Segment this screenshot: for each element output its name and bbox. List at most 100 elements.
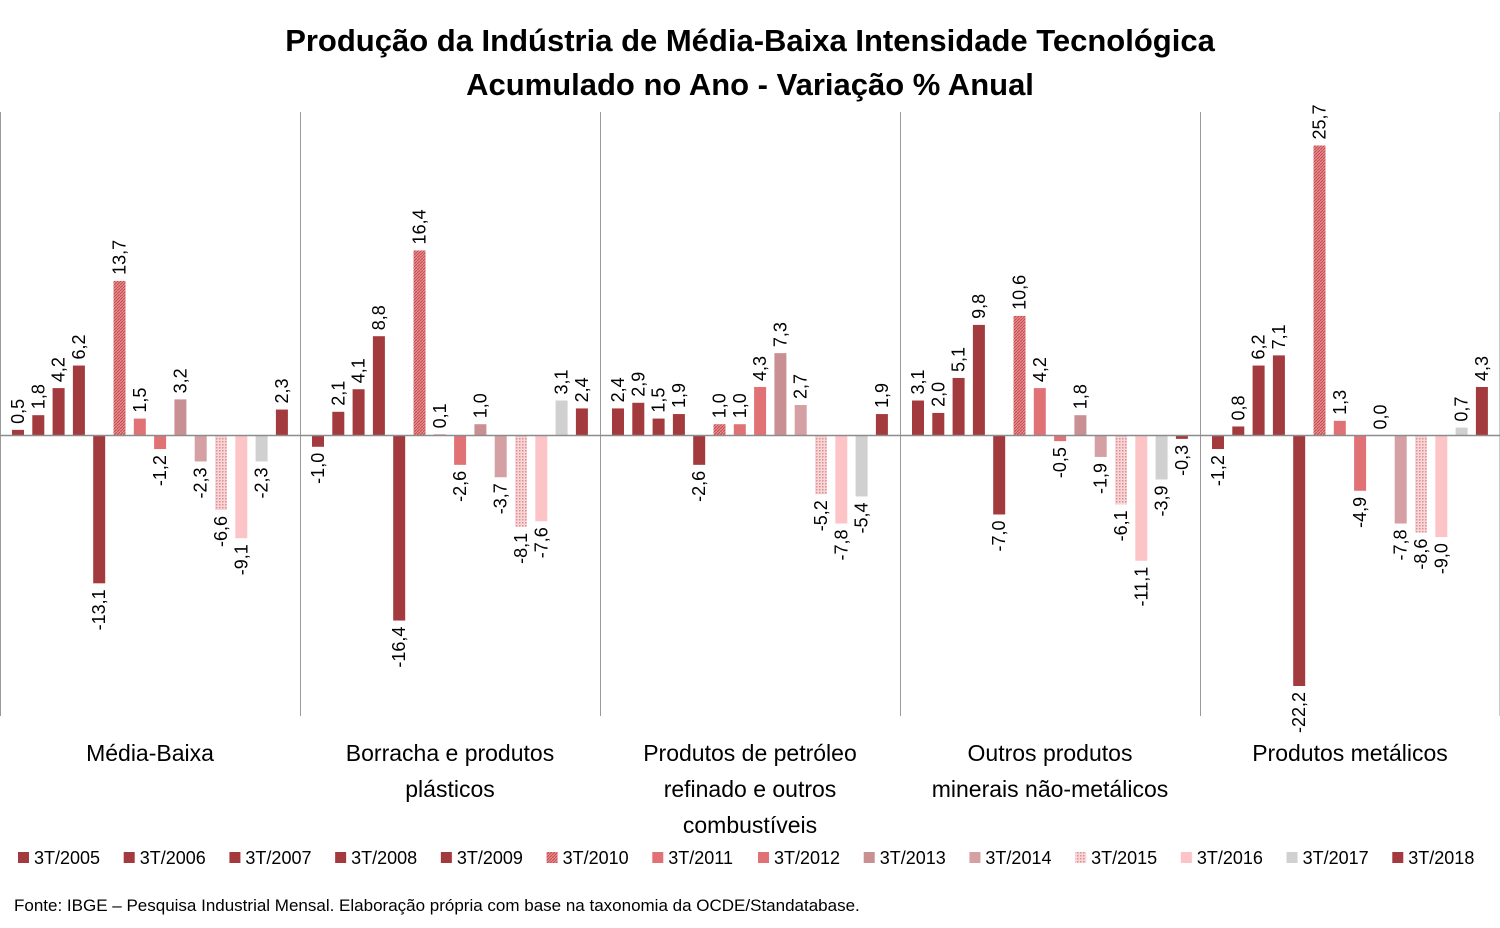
- data-label-3t-2013-produtos-met-licos: 0,0: [1370, 404, 1390, 429]
- bar-3t-2013-borracha-e-produtos-pl-sticos: [474, 424, 487, 436]
- data-label-3t-2007-m-dia-baixa: 4,2: [49, 357, 69, 382]
- bar-3t-2005-borracha-e-produtos-pl-sticos: [312, 435, 324, 447]
- bar-3t-2005-m-dia-baixa: [12, 429, 24, 436]
- bar-3t-2008-produtos-de-petr-leo-refinado-e-outros-combust-veis: [672, 414, 685, 436]
- bar-3t-2015-borracha-e-produtos-pl-sticos: [515, 435, 527, 527]
- bar-3t-2009-produtos-met-licos: [1293, 435, 1306, 686]
- data-label-3t-2007-produtos-de-petr-leo-refinado-e-outros-combust-veis: 1,5: [649, 388, 669, 413]
- data-label-3t-2015-borracha-e-produtos-pl-sticos: -8,1: [511, 533, 531, 564]
- data-label-3t-2015-produtos-de-petr-leo-refinado-e-outros-combust-veis: -5,2: [811, 500, 831, 531]
- bar-3t-2018-produtos-met-licos: [1475, 386, 1488, 436]
- data-label-3t-2010-borracha-e-produtos-pl-sticos: 16,4: [410, 209, 430, 244]
- data-label-3t-2010-produtos-de-petr-leo-refinado-e-outros-combust-veis: 1,0: [710, 393, 730, 418]
- legend-swatch-3t-2007: [229, 852, 241, 863]
- data-label-3t-2012-borracha-e-produtos-pl-sticos: -2,6: [450, 471, 470, 502]
- data-label-3t-2006-produtos-de-petr-leo-refinado-e-outros-combust-veis: 2,9: [628, 372, 648, 397]
- data-label-3t-2005-produtos-de-petr-leo-refinado-e-outros-combust-veis: 2,4: [608, 377, 628, 402]
- data-label-3t-2017-outros-produtos-minerais-n-o-met-licos: -3,9: [1152, 486, 1172, 517]
- bar-3t-2015-produtos-de-petr-leo-refinado-e-outros-combust-veis: [815, 435, 827, 495]
- bar-3t-2017-outros-produtos-minerais-n-o-met-licos: [1155, 435, 1168, 480]
- bar-3t-2006-outros-produtos-minerais-n-o-met-licos: [932, 412, 945, 436]
- data-label-3t-2010-m-dia-baixa: 13,7: [110, 240, 130, 275]
- bar-3t-2010-borracha-e-produtos-pl-sticos: [413, 250, 426, 436]
- bar-3t-2010-produtos-de-petr-leo-refinado-e-outros-combust-veis: [713, 424, 726, 436]
- bar-3t-2009-borracha-e-produtos-pl-sticos: [393, 435, 406, 621]
- chart-title: Produção da Indústria de Média-Baixa Int…: [285, 23, 1215, 58]
- bar-3t-2018-m-dia-baixa: [275, 409, 288, 436]
- bar-3t-2010-produtos-met-licos: [1313, 145, 1326, 436]
- bar-3t-2009-m-dia-baixa: [93, 435, 106, 584]
- bar-3t-2008-outros-produtos-minerais-n-o-met-licos: [972, 324, 985, 436]
- bar-3t-2014-produtos-met-licos: [1394, 435, 1407, 524]
- legend-swatch-3t-2009: [440, 852, 452, 863]
- bar-3t-2013-outros-produtos-minerais-n-o-met-licos: [1074, 415, 1087, 436]
- bar-3t-2009-produtos-de-petr-leo-refinado-e-outros-combust-veis: [693, 435, 706, 465]
- legend-swatch-3t-2014: [969, 852, 981, 863]
- data-label-3t-2008-produtos-de-petr-leo-refinado-e-outros-combust-veis: 1,9: [669, 383, 689, 408]
- data-label-3t-2014-produtos-de-petr-leo-refinado-e-outros-combust-veis: 2,7: [791, 374, 811, 399]
- legend-label-3t-2018: 3T/2018: [1408, 848, 1474, 868]
- data-label-3t-2005-borracha-e-produtos-pl-sticos: -1,0: [308, 453, 328, 484]
- data-label-3t-2012-produtos-de-petr-leo-refinado-e-outros-combust-veis: 4,3: [750, 356, 770, 381]
- data-label-3t-2018-borracha-e-produtos-pl-sticos: 2,4: [572, 377, 592, 402]
- category-label-borracha-e-produtos-pl-sticos: plásticos: [405, 776, 494, 802]
- data-label-3t-2017-m-dia-baixa: -2,3: [252, 467, 272, 498]
- data-label-3t-2014-produtos-met-licos: -7,8: [1391, 530, 1411, 561]
- data-label-3t-2005-outros-produtos-minerais-n-o-met-licos: 3,1: [908, 369, 928, 394]
- data-label-3t-2016-outros-produtos-minerais-n-o-met-licos: -11,1: [1131, 567, 1151, 607]
- category-label-produtos-de-petr-leo-refinado-e-outros-combust-veis: refinado e outros: [664, 776, 837, 802]
- data-label-3t-2011-produtos-de-petr-leo-refinado-e-outros-combust-veis: 1,0: [730, 393, 750, 418]
- bar-3t-2007-produtos-de-petr-leo-refinado-e-outros-combust-veis: [652, 418, 665, 436]
- data-label-3t-2016-produtos-met-licos: -9,0: [1431, 543, 1451, 574]
- data-label-3t-2013-produtos-de-petr-leo-refinado-e-outros-combust-veis: 7,3: [770, 322, 790, 347]
- data-label-3t-2015-outros-produtos-minerais-n-o-met-licos: -6,1: [1111, 510, 1131, 541]
- bar-3t-2012-produtos-met-licos: [1354, 435, 1367, 491]
- data-label-3t-2008-produtos-met-licos: 7,1: [1269, 324, 1289, 349]
- data-label-3t-2009-borracha-e-produtos-pl-sticos: -16,4: [389, 627, 409, 668]
- bar-3t-2014-borracha-e-produtos-pl-sticos: [494, 435, 507, 478]
- legend-swatch-3t-2010: [546, 852, 558, 863]
- bar-3t-2012-borracha-e-produtos-pl-sticos: [454, 435, 467, 465]
- data-label-3t-2017-produtos-met-licos: 0,7: [1452, 397, 1472, 422]
- bar-3t-2006-borracha-e-produtos-pl-sticos: [332, 411, 345, 436]
- data-label-3t-2014-m-dia-baixa: -2,3: [191, 467, 211, 498]
- data-label-3t-2013-m-dia-baixa: 3,2: [170, 368, 190, 393]
- bar-3t-2018-borracha-e-produtos-pl-sticos: [575, 408, 588, 436]
- bar-3t-2005-produtos-de-petr-leo-refinado-e-outros-combust-veis: [612, 408, 624, 436]
- bar-3t-2017-borracha-e-produtos-pl-sticos: [555, 400, 568, 436]
- category-label-produtos-de-petr-leo-refinado-e-outros-combust-veis: combustíveis: [683, 812, 817, 838]
- bar-3t-2013-m-dia-baixa: [174, 399, 187, 436]
- data-label-3t-2018-outros-produtos-minerais-n-o-met-licos: -0,3: [1172, 445, 1192, 476]
- bar-3t-2014-produtos-de-petr-leo-refinado-e-outros-combust-veis: [794, 405, 807, 436]
- legend-swatch-3t-2005: [18, 852, 29, 863]
- data-label-3t-2018-m-dia-baixa: 2,3: [272, 379, 292, 404]
- bar-3t-2012-m-dia-baixa: [154, 435, 167, 450]
- data-label-3t-2012-produtos-met-licos: -4,9: [1350, 497, 1370, 528]
- bar-3t-2009-outros-produtos-minerais-n-o-met-licos: [993, 435, 1006, 515]
- bar-3t-2008-borracha-e-produtos-pl-sticos: [372, 336, 385, 436]
- data-label-3t-2008-outros-produtos-minerais-n-o-met-licos: 9,8: [969, 294, 989, 319]
- bar-3t-2011-produtos-met-licos: [1333, 420, 1346, 436]
- bar-3t-2011-outros-produtos-minerais-n-o-met-licos: [1033, 388, 1046, 436]
- legend-swatch-3t-2012: [758, 852, 769, 863]
- bar-3t-2006-produtos-de-petr-leo-refinado-e-outros-combust-veis: [632, 402, 645, 436]
- data-label-3t-2005-produtos-met-licos: -1,2: [1208, 455, 1228, 486]
- bar-3t-2008-produtos-met-licos: [1272, 355, 1285, 436]
- data-label-3t-2011-outros-produtos-minerais-n-o-met-licos: 4,2: [1030, 357, 1050, 382]
- bar-3t-2018-outros-produtos-minerais-n-o-met-licos: [1175, 435, 1188, 439]
- legend-label-3t-2016: 3T/2016: [1197, 848, 1263, 868]
- data-label-3t-2016-produtos-de-petr-leo-refinado-e-outros-combust-veis: -7,8: [831, 530, 851, 561]
- data-label-3t-2017-produtos-de-petr-leo-refinado-e-outros-combust-veis: -5,4: [852, 502, 872, 533]
- data-label-3t-2013-outros-produtos-minerais-n-o-met-licos: 1,8: [1070, 384, 1090, 409]
- bar-3t-2010-outros-produtos-minerais-n-o-met-licos: [1013, 315, 1026, 436]
- legend-label-3t-2012: 3T/2012: [774, 848, 840, 868]
- bar-3t-2011-m-dia-baixa: [133, 418, 146, 436]
- data-label-3t-2016-borracha-e-produtos-pl-sticos: -7,6: [531, 527, 551, 558]
- data-label-3t-2006-borracha-e-produtos-pl-sticos: 2,1: [328, 381, 348, 406]
- category-label-outros-produtos-minerais-n-o-met-licos: Outros produtos: [968, 740, 1133, 766]
- data-label-3t-2007-produtos-met-licos: 6,2: [1249, 335, 1269, 360]
- bar-3t-2005-produtos-met-licos: [1212, 435, 1224, 450]
- bar-3t-2017-produtos-de-petr-leo-refinado-e-outros-combust-veis: [855, 435, 868, 497]
- category-label-m-dia-baixa: Média-Baixa: [86, 740, 214, 766]
